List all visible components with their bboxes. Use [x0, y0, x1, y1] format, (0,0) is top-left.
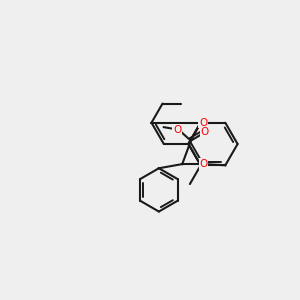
Text: O: O [199, 159, 207, 169]
Text: O: O [173, 124, 181, 135]
Text: O: O [200, 127, 209, 137]
Text: O: O [199, 118, 207, 128]
Text: O: O [200, 159, 208, 169]
